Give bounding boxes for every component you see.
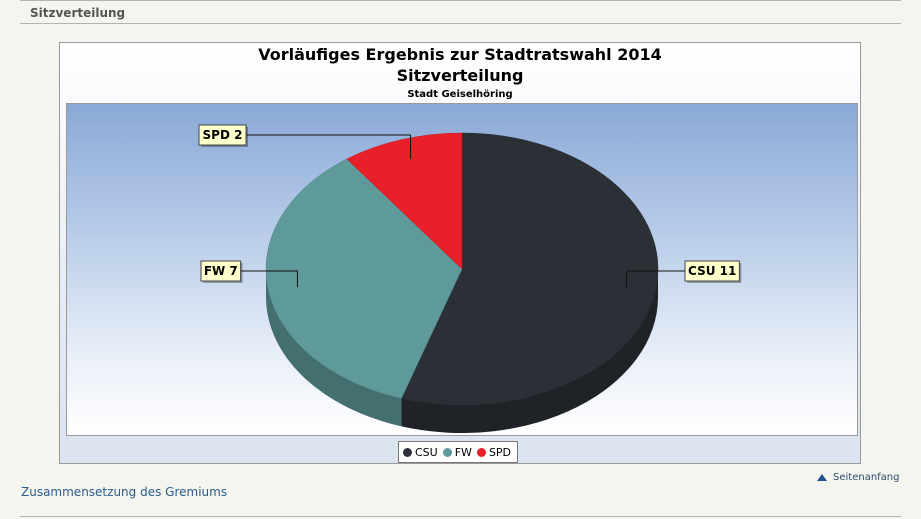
- plot-area: CSU 11 FW 7 SPD 2: [66, 103, 858, 436]
- legend-label-fw: FW: [454, 445, 472, 459]
- legend-dot-spd: [476, 447, 486, 457]
- data-label-fw: FW 7: [204, 264, 238, 278]
- back-to-top-label: Seitenanfang: [833, 472, 900, 483]
- data-label-csu: CSU 11: [688, 264, 736, 278]
- legend-dot-csu: [403, 447, 412, 457]
- legend-item-csu: CSU: [403, 446, 438, 459]
- label-leader-fw: [240, 270, 298, 288]
- pie-slice-fw: [265, 158, 463, 399]
- legend-item-spd: SPD: [476, 445, 512, 459]
- label-leader-spd: [246, 134, 412, 160]
- label-leader-csu: [626, 270, 685, 288]
- arrow-up-icon: [817, 474, 827, 481]
- section-title: Sitzverteilung: [30, 6, 126, 20]
- section-header: Sitzverteilung: [20, 0, 901, 24]
- legend-label-csu: CSU: [415, 445, 438, 459]
- legend-label-spd: SPD: [488, 445, 512, 459]
- pie-side-csu: [401, 269, 658, 433]
- gremium-link[interactable]: Zusammensetzung des Gremiums: [21, 485, 228, 499]
- label-box-fw: [200, 260, 242, 282]
- legend-item-fw: FW: [442, 445, 472, 459]
- back-to-top-link[interactable]: Seitenanfang: [817, 472, 900, 483]
- chart-caption: Stadt Geiselhöring: [407, 89, 513, 100]
- pie-slice-spd: [346, 132, 463, 270]
- bottom-divider: [20, 516, 901, 517]
- chart-subtitle: Sitzverteilung: [396, 66, 524, 85]
- chart-frame: Vorläufiges Ergebnis zur Stadtratswahl 2…: [59, 42, 861, 464]
- chart-legend: CSU FW SPD: [398, 441, 519, 463]
- label-box-csu: [684, 260, 740, 282]
- label-box-spd: [198, 124, 247, 146]
- pie-chart: CSU 11 FW 7 SPD 2: [198, 124, 742, 433]
- pie-side-fw: [266, 269, 402, 427]
- chart-title: Vorläufiges Ergebnis zur Stadtratswahl 2…: [258, 45, 662, 64]
- data-label-spd: SPD 2: [203, 128, 243, 142]
- legend-dot-fw: [442, 447, 452, 457]
- pie-slice-csu: [401, 132, 659, 406]
